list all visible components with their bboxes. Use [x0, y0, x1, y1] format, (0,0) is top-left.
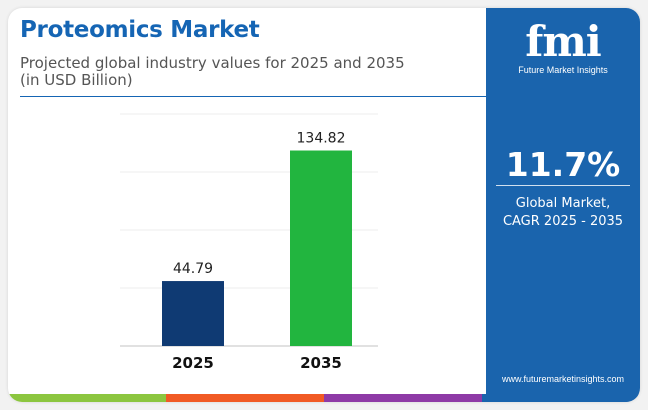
- value-label-2035: 134.82: [297, 131, 346, 147]
- strip-segment-4: [482, 394, 640, 402]
- value-label-2025: 44.79: [173, 261, 213, 277]
- header-divider: [20, 96, 486, 97]
- sidebar-panel: fmi Future Market Insights 11.7% Global …: [486, 8, 640, 402]
- infographic-card: Proteomics Market Projected global indus…: [8, 8, 640, 402]
- category-label-2025: 2025: [172, 354, 214, 372]
- fmi-logo: fmi Future Market Insights: [486, 17, 640, 76]
- page-title: Proteomics Market: [20, 17, 260, 43]
- category-label-2035: 2035: [300, 354, 342, 372]
- strip-segment-3: [324, 394, 482, 402]
- website-link[interactable]: www.futuremarketinsights.com: [501, 374, 625, 384]
- label-layer: 44.79 2025 134.82 2035: [172, 131, 345, 372]
- page-subtitle: Projected global industry values for 202…: [20, 55, 405, 89]
- bar-chart: 44.79 2025 134.82 2035: [120, 113, 378, 372]
- cagr-label-line-2: CAGR 2025 - 2035: [502, 214, 624, 229]
- cagr-label-line-1: Global Market,: [515, 196, 611, 211]
- logo-text: Future Market Insights: [518, 65, 608, 75]
- bar-2035: [290, 150, 352, 346]
- cagr-value: 11.7%: [505, 145, 621, 184]
- strip-segment-1: [8, 394, 166, 402]
- logo-mark: fmi: [525, 17, 601, 66]
- subtitle-line-1: Projected global industry values for 202…: [20, 54, 405, 72]
- subtitle-line-2: (in USD Billion): [20, 71, 133, 89]
- cagr-divider: [496, 185, 630, 186]
- cagr-label: Global Market, CAGR 2025 - 2035: [486, 195, 640, 231]
- strip-segment-2: [166, 394, 324, 402]
- bottom-color-strip: [8, 394, 640, 402]
- bar-layer: [162, 150, 352, 346]
- bar-2025: [162, 281, 224, 346]
